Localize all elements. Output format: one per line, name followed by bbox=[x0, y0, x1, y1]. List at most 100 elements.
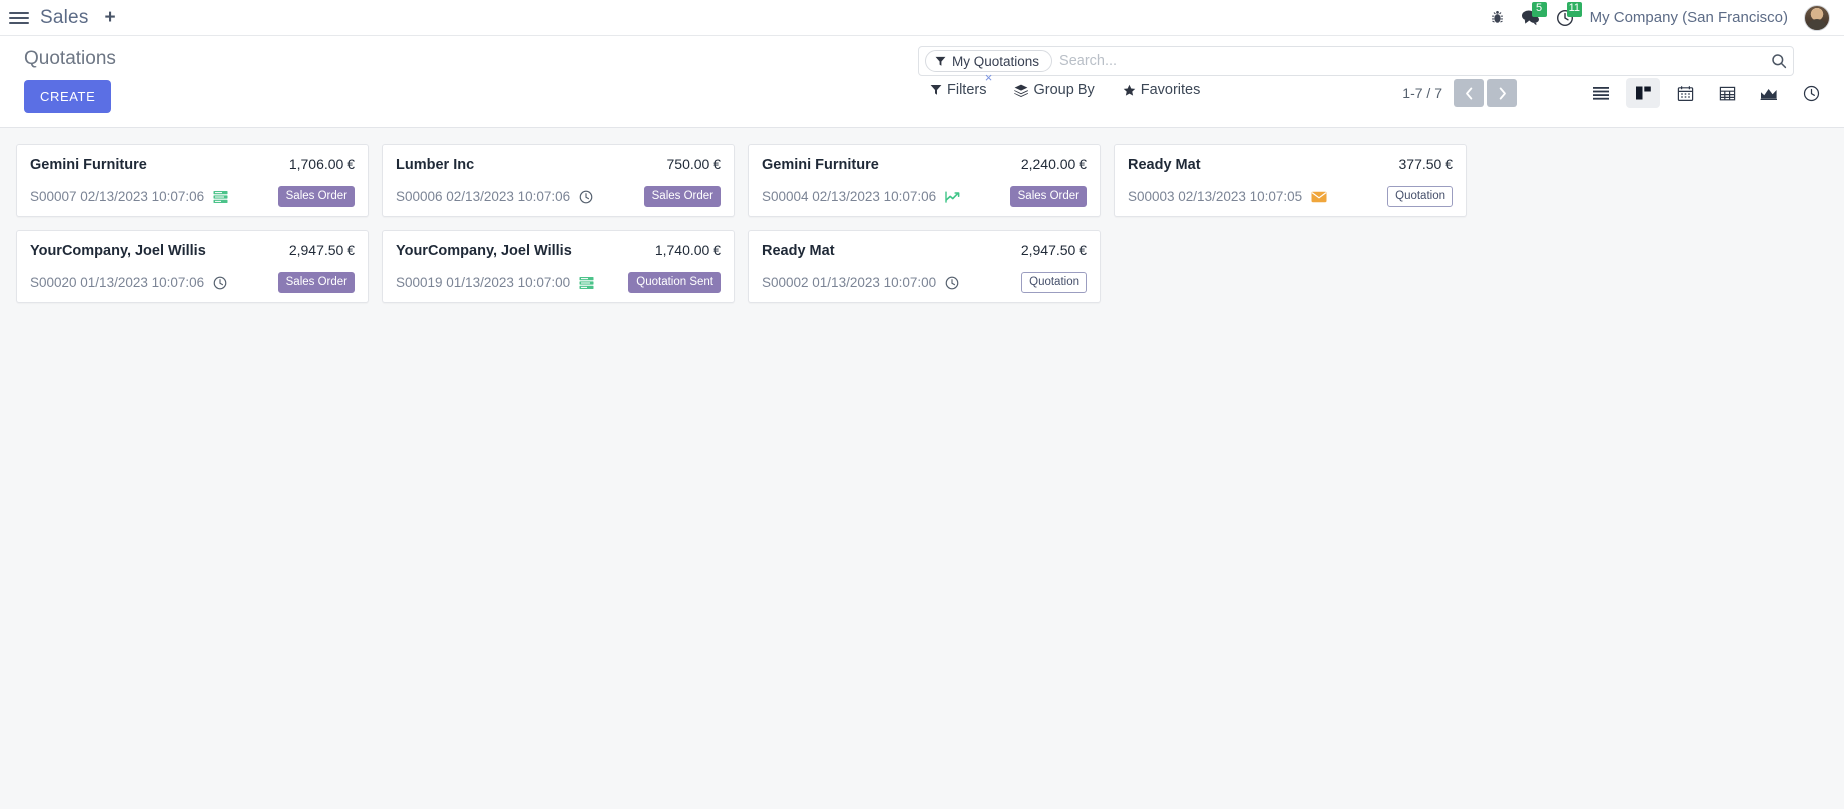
page-title: Quotations bbox=[24, 48, 116, 69]
card-reference: S00007 02/13/2023 10:07:06 bbox=[30, 189, 205, 205]
card-partner-name: YourCompany, Joel Willis bbox=[30, 243, 206, 260]
card-reference-line: S00020 01/13/2023 10:07:06 bbox=[30, 275, 227, 290]
card-amount: 2,947.50 € bbox=[288, 242, 355, 259]
orange-envelope-icon[interactable] bbox=[1311, 191, 1327, 203]
favorites-dropdown[interactable]: Favorites bbox=[1123, 82, 1201, 98]
card-header: Ready Mat 2,947.50 € bbox=[762, 242, 1087, 259]
search-box[interactable]: My Quotations × bbox=[918, 46, 1794, 84]
card-footer: S00002 01/13/2023 10:07:00 Quotation bbox=[762, 272, 1087, 294]
card-footer: S00004 02/13/2023 10:07:06 Sales Order bbox=[762, 186, 1087, 208]
card-amount: 1,740.00 € bbox=[654, 242, 721, 259]
view-switcher bbox=[1584, 78, 1828, 108]
status-badge: Quotation Sent bbox=[628, 272, 721, 294]
filter-icon bbox=[930, 84, 942, 96]
status-badge: Sales Order bbox=[643, 186, 721, 208]
card-reference: S00006 02/13/2023 10:07:06 bbox=[396, 189, 571, 205]
card-partner-name: Gemini Furniture bbox=[30, 157, 147, 173]
card-header: Gemini Furniture 1,706.00 € bbox=[30, 156, 355, 173]
layers-icon bbox=[1014, 84, 1029, 97]
card-amount: 2,240.00 € bbox=[1020, 156, 1087, 172]
card-footer: S00007 02/13/2023 10:07:06 Sales Order bbox=[30, 186, 355, 208]
star-icon bbox=[1123, 84, 1136, 97]
search-panel: My Quotations × bbox=[918, 46, 1794, 84]
card-reference: S00003 02/13/2023 10:07:05 bbox=[1128, 189, 1303, 205]
filter-icon bbox=[935, 56, 946, 67]
pager-previous-button[interactable] bbox=[1454, 79, 1484, 107]
card-footer: S00019 01/13/2023 10:07:00 Quotation Sen… bbox=[396, 272, 721, 294]
favorites-label: Favorites bbox=[1140, 82, 1201, 98]
activities-counter: 11 bbox=[1566, 1, 1583, 17]
card-footer: S00020 01/13/2023 10:07:06 Sales Order bbox=[30, 272, 355, 294]
kanban-card[interactable]: Gemini Furniture 2,240.00 € S00004 02/13… bbox=[748, 144, 1101, 218]
status-badge: Sales Order bbox=[1009, 186, 1087, 208]
kanban-card[interactable]: YourCompany, Joel Willis 2,947.50 € S000… bbox=[16, 230, 369, 304]
card-header: Gemini Furniture 2,240.00 € bbox=[762, 156, 1087, 173]
user-avatar[interactable] bbox=[1804, 4, 1830, 31]
green-chart-icon[interactable] bbox=[945, 190, 961, 204]
card-reference-line: S00004 02/13/2023 10:07:06 bbox=[762, 189, 961, 204]
view-button-calendar[interactable] bbox=[1668, 78, 1702, 108]
group-by-dropdown[interactable]: Group By bbox=[1014, 82, 1095, 98]
grey-clock-icon[interactable] bbox=[579, 190, 593, 204]
search-facet-my-quotations[interactable]: My Quotations × bbox=[925, 50, 1053, 84]
search-facet-remove-icon[interactable]: × bbox=[984, 70, 993, 85]
card-reference: S00019 01/13/2023 10:07:00 bbox=[396, 275, 571, 291]
create-button[interactable]: CREATE bbox=[24, 80, 112, 113]
view-button-activity[interactable] bbox=[1794, 78, 1828, 108]
view-button-list[interactable] bbox=[1584, 78, 1618, 108]
card-reference-line: S00002 01/13/2023 10:07:00 bbox=[762, 275, 959, 290]
pager-value[interactable]: 1-7 / 7 bbox=[1402, 85, 1442, 101]
card-amount: 1,706.00 € bbox=[288, 156, 355, 172]
group-by-label: Group By bbox=[1033, 82, 1095, 98]
search-icon[interactable] bbox=[1765, 53, 1787, 69]
card-reference-line: S00006 02/13/2023 10:07:06 bbox=[396, 189, 593, 204]
view-button-pivot[interactable] bbox=[1710, 78, 1744, 108]
activities-clock-icon[interactable]: 11 bbox=[1556, 1, 1583, 27]
search-options: Filters Group By Favorites bbox=[930, 82, 1200, 98]
view-button-kanban[interactable] bbox=[1626, 78, 1660, 108]
view-button-graph[interactable] bbox=[1752, 78, 1786, 108]
status-badge: Sales Order bbox=[277, 186, 355, 208]
navbar-left: Sales + bbox=[8, 7, 122, 29]
card-header: Lumber Inc 750.00 € bbox=[396, 156, 721, 173]
grey-clock-icon[interactable] bbox=[945, 276, 959, 290]
kanban-card[interactable]: Lumber Inc 750.00 € S00006 02/13/2023 10… bbox=[382, 144, 735, 218]
green-list-icon[interactable] bbox=[579, 276, 594, 290]
kanban-card[interactable]: Ready Mat 2,947.50 € S00002 01/13/2023 1… bbox=[748, 230, 1101, 304]
company-switcher[interactable]: My Company (San Francisco) bbox=[1589, 9, 1788, 26]
status-badge: Quotation bbox=[1387, 186, 1453, 208]
card-header: YourCompany, Joel Willis 1,740.00 € bbox=[396, 242, 721, 259]
kanban-view: Gemini Furniture 1,706.00 € S00007 02/13… bbox=[0, 128, 1844, 809]
card-header: YourCompany, Joel Willis 2,947.50 € bbox=[30, 242, 355, 259]
card-amount: 377.50 € bbox=[1398, 156, 1454, 172]
filters-label: Filters bbox=[947, 82, 987, 98]
filters-dropdown[interactable]: Filters bbox=[930, 82, 986, 98]
plus-icon[interactable]: + bbox=[104, 7, 116, 28]
navbar-right: 5 11 My Company (San Francisco) bbox=[1490, 1, 1830, 31]
pager-next-button[interactable] bbox=[1487, 79, 1517, 107]
grey-clock-icon[interactable] bbox=[213, 276, 227, 290]
card-footer: S00003 02/13/2023 10:07:05 Quotation bbox=[1128, 186, 1453, 208]
card-amount: 750.00 € bbox=[666, 156, 722, 172]
card-reference-line: S00019 01/13/2023 10:07:00 bbox=[396, 275, 594, 290]
card-footer: S00006 02/13/2023 10:07:06 Sales Order bbox=[396, 186, 721, 208]
card-reference: S00020 01/13/2023 10:07:06 bbox=[30, 275, 205, 291]
search-input[interactable] bbox=[1052, 48, 1765, 74]
card-header: Ready Mat 377.50 € bbox=[1128, 156, 1453, 173]
hamburger-icon[interactable] bbox=[8, 9, 30, 27]
control-panel-left: Quotations CREATE bbox=[24, 48, 116, 113]
bug-icon[interactable] bbox=[1490, 10, 1505, 25]
kanban-card[interactable]: Ready Mat 377.50 € S00003 02/13/2023 10:… bbox=[1114, 144, 1467, 218]
card-reference-line: S00007 02/13/2023 10:07:06 bbox=[30, 189, 228, 204]
kanban-card[interactable]: YourCompany, Joel Willis 1,740.00 € S000… bbox=[382, 230, 735, 304]
card-reference-line: S00003 02/13/2023 10:07:05 bbox=[1128, 189, 1327, 204]
card-reference: S00004 02/13/2023 10:07:06 bbox=[762, 189, 937, 205]
search-facet-label: My Quotations bbox=[952, 53, 1040, 69]
app-title[interactable]: Sales bbox=[40, 6, 89, 28]
messages-icon[interactable]: 5 bbox=[1521, 2, 1547, 26]
control-panel-right: 1-7 / 7 bbox=[1402, 78, 1828, 108]
card-amount: 2,947.50 € bbox=[1020, 242, 1087, 259]
messages-counter: 5 bbox=[1531, 2, 1547, 17]
green-list-icon[interactable] bbox=[213, 190, 228, 204]
kanban-card[interactable]: Gemini Furniture 1,706.00 € S00007 02/13… bbox=[16, 144, 369, 218]
